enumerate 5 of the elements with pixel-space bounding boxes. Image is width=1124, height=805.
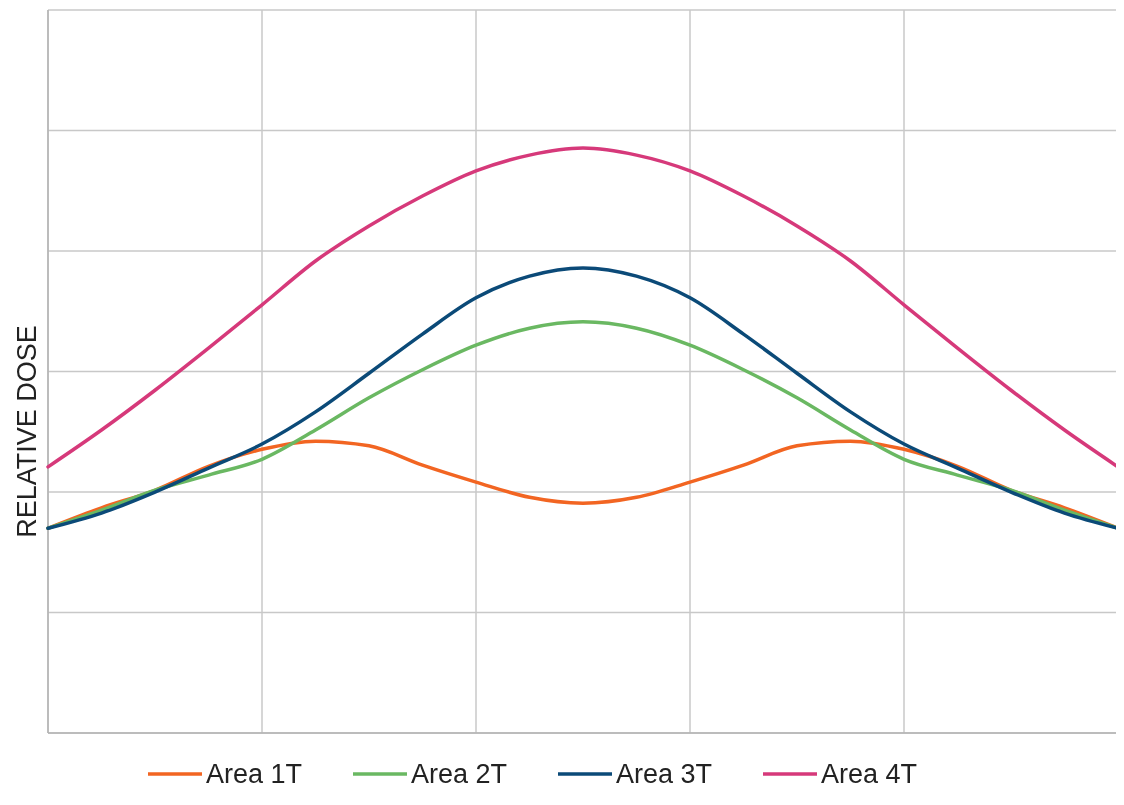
legend-label: Area 3T xyxy=(616,759,713,789)
legend-label: Area 1T xyxy=(206,759,303,789)
legend-label: Area 2T xyxy=(411,759,508,789)
y-axis-title: RELATIVE DOSE xyxy=(12,325,42,538)
legend-label: Area 4T xyxy=(821,759,918,789)
